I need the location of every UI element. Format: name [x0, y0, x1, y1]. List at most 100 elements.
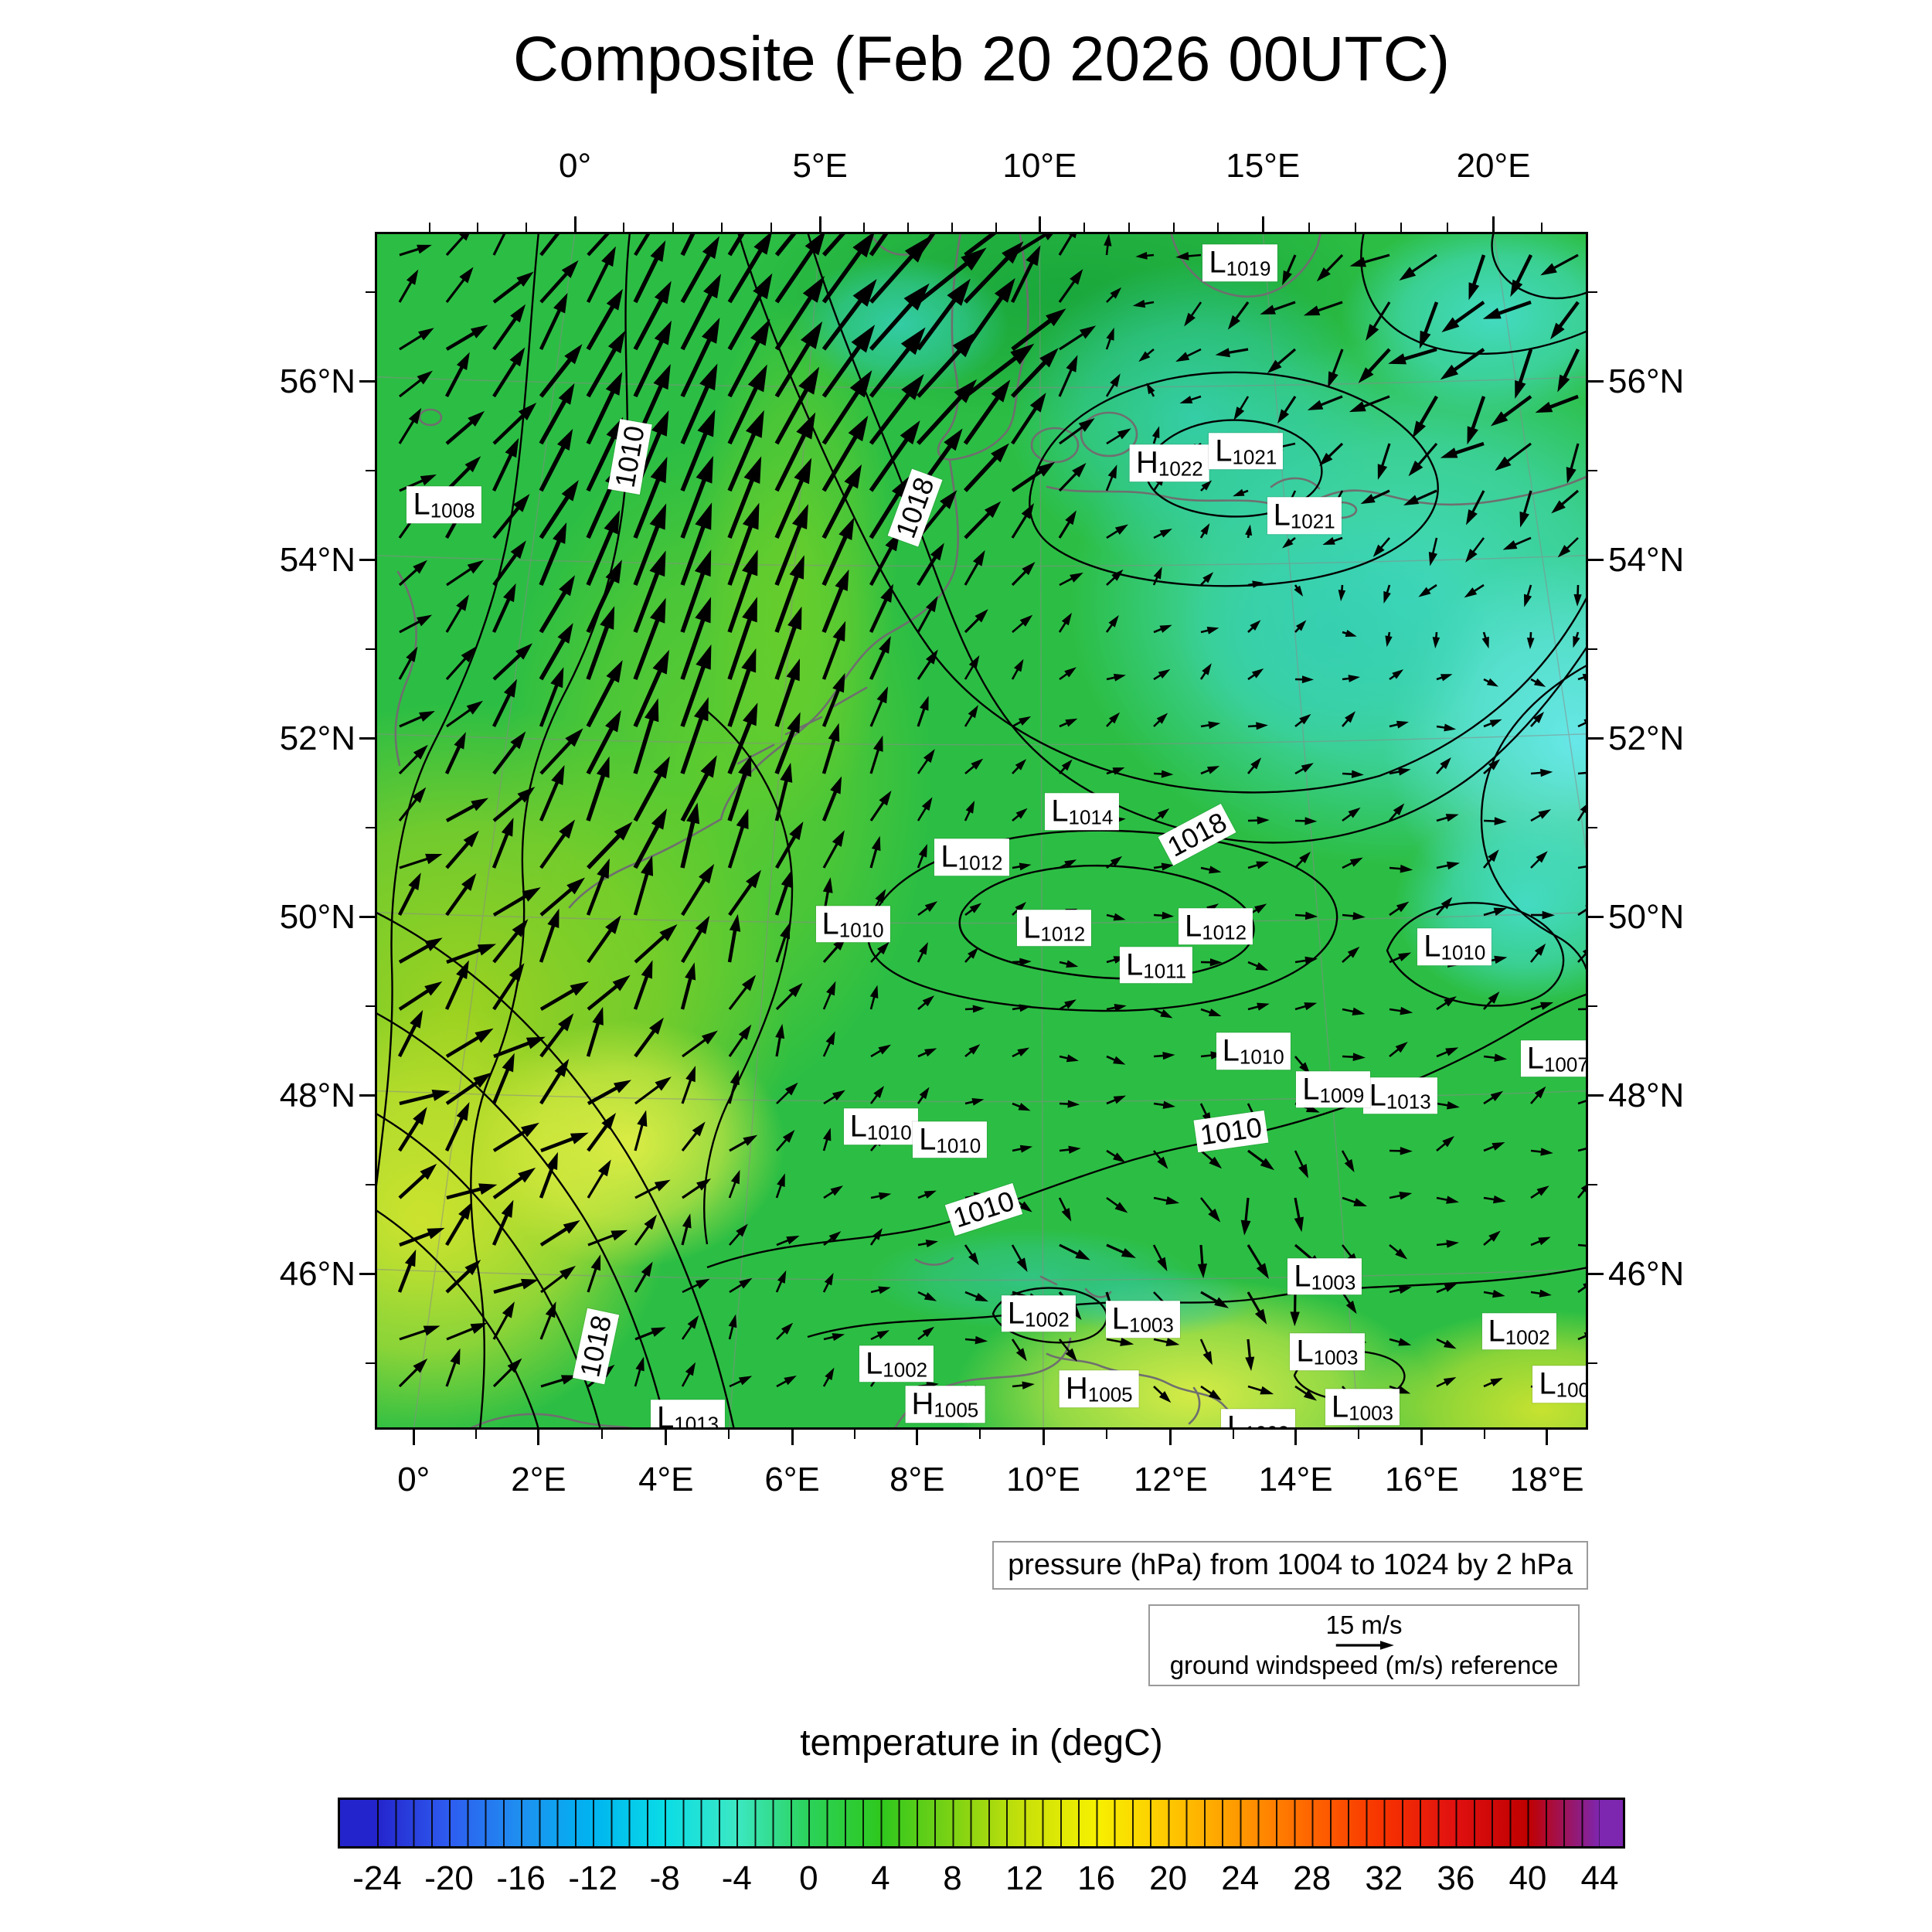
axis-tick: [1128, 223, 1130, 232]
pressure-center-value: 1002: [1556, 1378, 1588, 1402]
pressure-center-letter: L: [821, 906, 839, 941]
isobar-value-label: 1010: [607, 419, 652, 495]
axis-tick: [672, 223, 674, 232]
pressure-center-letter: L: [1369, 1077, 1386, 1112]
pressure-center-letter: L: [1296, 1334, 1314, 1369]
lat-tick-label-left: 50°N: [279, 897, 355, 936]
axis-tick: [366, 470, 375, 472]
axis-tick: [1588, 380, 1604, 383]
latitude-axis-left: 56°N 54°N 52°N 50°N 48°N 46°N: [93, 232, 355, 1430]
axis-tick: [1588, 1362, 1597, 1364]
pressure-center-label: L1012: [1017, 909, 1092, 947]
axis-tick: [979, 1430, 981, 1439]
pressure-center-value: 1005: [1087, 1383, 1133, 1406]
pressure-center-letter: L: [413, 487, 430, 522]
axis-tick: [1588, 1094, 1604, 1097]
pressure-center-value: 1002: [883, 1358, 928, 1382]
pressure-center-value: 1009: [1319, 1083, 1365, 1107]
axis-tick: [1446, 223, 1448, 232]
pressure-center-value: 1005: [934, 1398, 979, 1422]
colorbar-tick-marks: [377, 1800, 1600, 1846]
pressure-center-letter: L: [849, 1109, 867, 1144]
axis-tick: [366, 1184, 375, 1186]
axis-tick: [1354, 223, 1356, 232]
colorbar-tick-label: 20: [1149, 1859, 1188, 1897]
axis-tick: [366, 827, 375, 829]
axis-tick: [1588, 291, 1597, 294]
axis-tick: [623, 223, 625, 232]
axis-tick: [1232, 1430, 1234, 1439]
axis-tick: [1038, 216, 1041, 232]
wind-reference-arrow-icon: [1335, 1641, 1394, 1650]
pressure-center-letter: L: [1526, 1040, 1544, 1075]
axis-tick: [359, 916, 375, 919]
colorbar-tick-label: 24: [1221, 1859, 1260, 1897]
colorbar-labels: -24 -20 -16 -12 -8 -4 0 4 8 12 16 20 24 28 32 36 40 44: [340, 1859, 1623, 1903]
pressure-center-label: L1011: [1119, 946, 1193, 984]
axis-tick: [1492, 216, 1495, 232]
pressure-center-value: 1010: [1239, 1045, 1284, 1069]
colorbar-tick-label: -24: [352, 1859, 402, 1897]
pressure-center-label: L1007: [1520, 1039, 1588, 1077]
pressure-center-value: 1019: [1226, 257, 1271, 281]
pressure-center-label: L1010: [1417, 928, 1492, 966]
lat-tick-label-left: 54°N: [279, 540, 355, 579]
axis-tick: [1588, 827, 1597, 829]
pressure-center-letter: L: [1423, 929, 1441, 964]
pressure-center-label: L1003: [1287, 1257, 1362, 1295]
colorbar-tick-label: 8: [943, 1859, 962, 1897]
axis-tick: [573, 216, 577, 232]
pressure-center-value: 1010: [936, 1134, 981, 1158]
axis-tick: [412, 1430, 415, 1445]
longitude-axis-top: 0° 5°E 10°E 15°E 20°E: [375, 144, 1588, 185]
axis-tick: [995, 223, 997, 232]
colorbar-tick-label: 16: [1077, 1859, 1116, 1897]
pressure-center-value: 1003: [1313, 1345, 1359, 1369]
pressure-center-value: 1010: [838, 918, 884, 942]
pressure-center-value: 1011: [1143, 959, 1187, 983]
axis-tick: [1588, 1273, 1604, 1275]
axis-tick: [601, 1430, 604, 1439]
pressure-center-label: L1010: [843, 1108, 918, 1145]
lon-tick-label-bottom: 6°E: [764, 1461, 820, 1498]
lat-tick-label-right: 50°N: [1608, 897, 1685, 936]
lat-tick-label-left: 46°N: [279, 1254, 355, 1293]
longitude-axis-bottom: 0° 2°E 4°E 6°E 8°E 10°E 12°E 14°E 16°E 18°E: [375, 1461, 1588, 1505]
lat-tick-label-left: 56°N: [279, 362, 355, 400]
colorbar-tick-label: -4: [721, 1859, 752, 1897]
axis-tick: [951, 223, 953, 232]
pressure-center-letter: L: [657, 1400, 675, 1430]
axis-tick: [359, 1273, 375, 1275]
pressure-center-label: L1003: [1105, 1301, 1180, 1338]
axis-tick: [366, 1362, 375, 1364]
colorbar-tick-label: -16: [496, 1859, 546, 1897]
axis-tick: [475, 1430, 478, 1439]
axis-tick: [1588, 559, 1604, 562]
lon-tick-label-top: 15°E: [1226, 147, 1301, 185]
isobar-value-label: 1018: [572, 1308, 619, 1384]
lat-tick-label-right: 56°N: [1608, 362, 1685, 400]
pressure-center-value: 1010: [1440, 940, 1486, 964]
pressure-center-value: 1003: [1311, 1270, 1356, 1294]
pressure-labels-layer: L1019 L1008 H1022 L1021 L1021 L1014 L1012 L1010…: [375, 232, 1588, 1430]
axis-tick: [721, 223, 723, 232]
pressure-center-letter: L: [1302, 1072, 1320, 1107]
axis-tick: [1588, 648, 1597, 651]
lon-tick-label-bottom: 10°E: [1006, 1461, 1081, 1498]
pressure-center-letter: L: [940, 839, 958, 874]
axis-tick: [770, 223, 772, 232]
pressure-center-letter: L: [1209, 245, 1226, 280]
latitude-axis-right: 56°N 54°N 52°N 50°N 48°N 46°N: [1608, 232, 1871, 1430]
lat-tick-label-right: 48°N: [1608, 1076, 1685, 1114]
pressure-center-label: L1019: [1202, 244, 1277, 282]
colorbar-tick-label: 40: [1509, 1859, 1547, 1897]
axis-tick: [1588, 1184, 1597, 1186]
pressure-center-value: 1012: [957, 851, 1003, 875]
pressure-center-label: L1021: [1267, 497, 1342, 535]
lon-tick-label-bottom: 8°E: [889, 1461, 945, 1498]
pressure-center-label: L1009: [1296, 1071, 1371, 1108]
pressure-center-label: L1002: [1001, 1294, 1076, 1332]
pressure-center-letter: H: [1065, 1371, 1088, 1406]
axis-tick: [1546, 1430, 1549, 1445]
